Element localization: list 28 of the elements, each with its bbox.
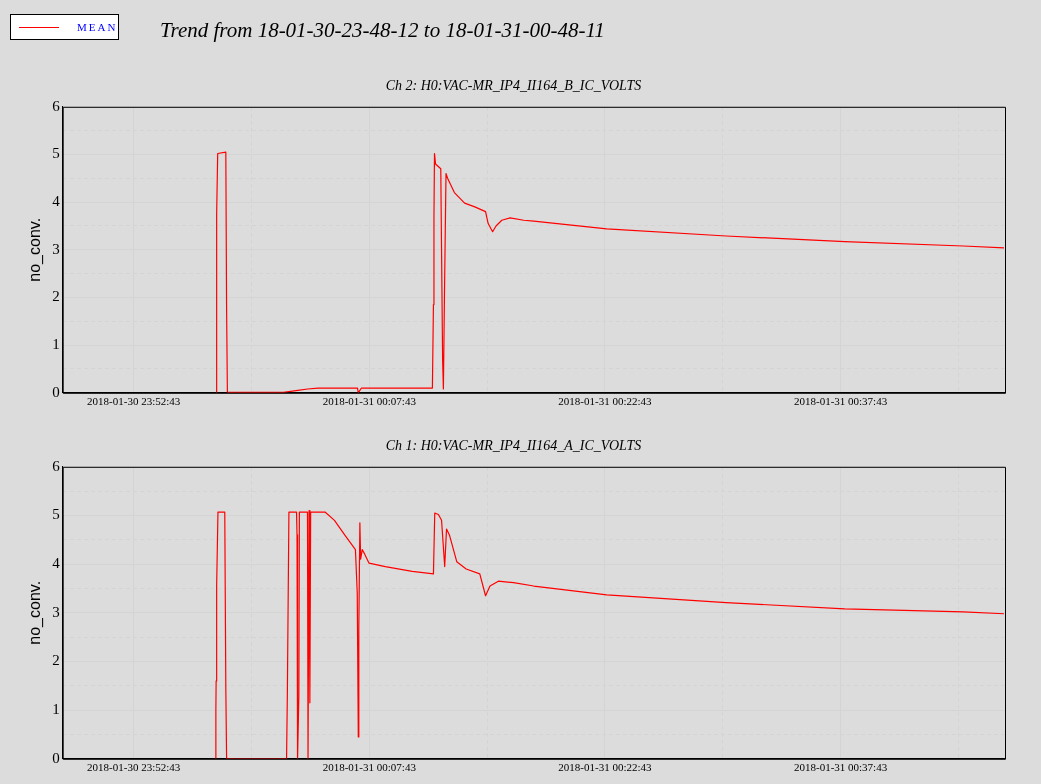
y-tick-label: 5 xyxy=(52,506,60,523)
y-tick-label: 5 xyxy=(52,145,60,162)
y-axis-title: no_conv. xyxy=(26,217,45,282)
legend-label: MEAN xyxy=(77,21,118,33)
x-tick-label: 2018-01-30 23:52:43 xyxy=(87,395,181,408)
chart-title: Ch 1: H0:VAC-MR_IP4_II164_A_IC_VOLTS xyxy=(385,438,642,454)
y-tick-label: 6 xyxy=(52,97,61,114)
x-tick-label: 2018-01-31 00:37:43 xyxy=(793,395,888,408)
y-tick-label: 1 xyxy=(52,701,60,718)
x-tick-label: 2018-01-31 00:37:43 xyxy=(793,761,888,774)
x-tick-label: 2018-01-31 00:22:43 xyxy=(558,761,653,774)
y-tick-label: 3 xyxy=(52,603,60,620)
x-tick-label: 2018-01-30 23:52:43 xyxy=(87,761,181,774)
x-tick-label: 2018-01-31 00:07:43 xyxy=(322,395,417,408)
y-axis-title: no_conv. xyxy=(26,580,45,645)
y-tick-label: 3 xyxy=(52,240,60,257)
y-tick-label: 4 xyxy=(52,193,61,210)
chart-title: Ch 2: H0:VAC-MR_IP4_II164_B_IC_VOLTS xyxy=(385,78,642,94)
y-tick-label: 2 xyxy=(52,652,60,669)
text: Trend from 18-01-30-23-48-12 to 18-01-31-00-48-11 xyxy=(160,18,605,43)
x-tick-label: 2018-01-31 00:22:43 xyxy=(558,395,653,408)
y-tick-label: 6 xyxy=(52,457,61,474)
y-tick-label: 2 xyxy=(52,288,60,305)
y-tick-label: 0 xyxy=(52,749,60,766)
y-tick-label: 4 xyxy=(52,555,61,572)
y-tick-label: 0 xyxy=(52,383,60,400)
y-tick-label: 1 xyxy=(52,336,60,353)
x-tick-label: 2018-01-31 00:07:43 xyxy=(322,761,417,774)
